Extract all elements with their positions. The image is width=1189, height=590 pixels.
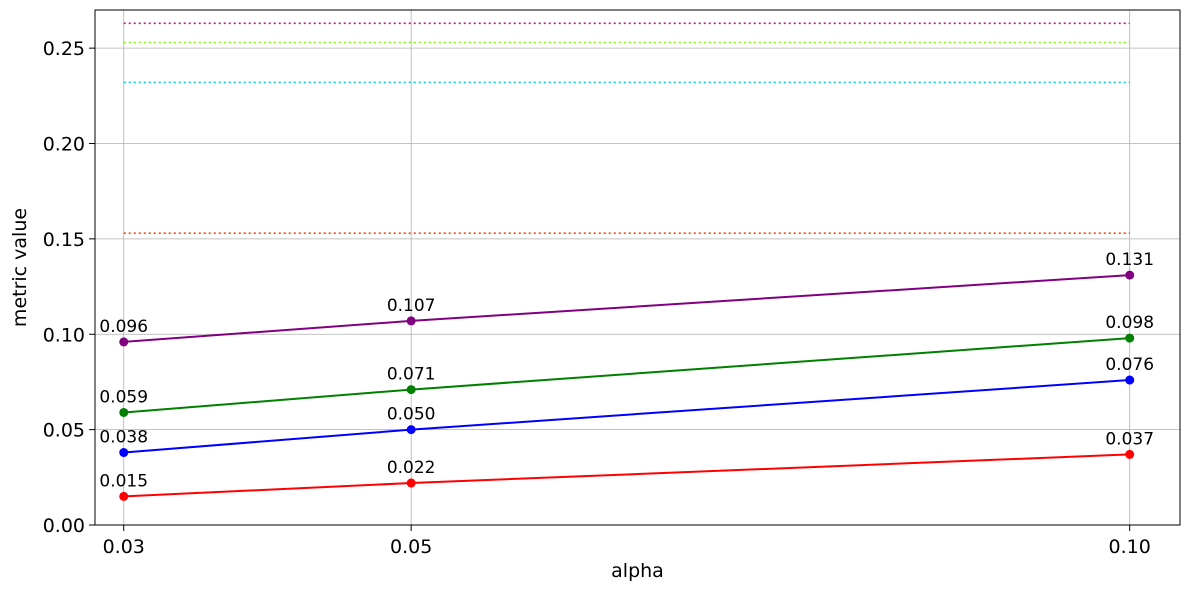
- series-line: [123, 337, 1130, 414]
- plot-frame: [94, 9, 1181, 526]
- data-point: [1125, 449, 1135, 459]
- data-label: 0.022: [387, 458, 436, 478]
- series-line: [123, 379, 1130, 454]
- data-point: [119, 407, 129, 417]
- x-axis-label: alpha: [611, 560, 664, 582]
- data-point: [1125, 375, 1135, 385]
- data-point: [119, 448, 129, 458]
- reference-lines: [123, 22, 1130, 234]
- data-label: 0.015: [99, 471, 148, 491]
- data-point: [119, 491, 129, 501]
- x-tick-label: 0.05: [390, 536, 432, 558]
- y-tick-label: 0.20: [43, 134, 85, 156]
- data-label: 0.037: [1105, 429, 1154, 449]
- data-labels: 0.015 0.022 0.037 0.038 0.050 0.076 0.059 0.071…: [99, 250, 1154, 491]
- data-label: 0.059: [99, 387, 148, 407]
- data-point: [406, 385, 416, 395]
- data-label: 0.096: [99, 317, 148, 337]
- data-point: [119, 337, 129, 347]
- y-tick-label: 0.00: [43, 515, 85, 537]
- y-tick-label: 0.25: [43, 38, 85, 60]
- data-point: [406, 478, 416, 488]
- data-label: 0.107: [387, 296, 436, 316]
- data-label: 0.050: [387, 405, 436, 425]
- data-point: [406, 316, 416, 326]
- x-tick-label: 0.10: [1109, 536, 1151, 558]
- y-axis-label: metric value: [9, 208, 31, 327]
- axis-ticks: 0.03 0.05 0.10 0.00 0.05 0.10 0.15 0.20 0.25: [43, 38, 1151, 558]
- data-point: [1125, 333, 1135, 343]
- y-tick-label: 0.10: [43, 324, 85, 346]
- data-label: 0.098: [1105, 313, 1154, 333]
- data-label: 0.071: [387, 365, 436, 385]
- y-tick-label: 0.15: [43, 229, 85, 251]
- x-tick-label: 0.03: [103, 536, 145, 558]
- y-tick-label: 0.05: [43, 420, 85, 442]
- data-label: 0.131: [1105, 250, 1154, 270]
- data-point: [1125, 270, 1135, 280]
- series-line: [123, 274, 1130, 343]
- data-label: 0.038: [99, 428, 148, 448]
- grid: [95, 10, 1180, 526]
- series-line: [123, 453, 1130, 498]
- series-lines: [119, 270, 1135, 501]
- data-label: 0.076: [1105, 355, 1154, 375]
- data-point: [406, 425, 416, 435]
